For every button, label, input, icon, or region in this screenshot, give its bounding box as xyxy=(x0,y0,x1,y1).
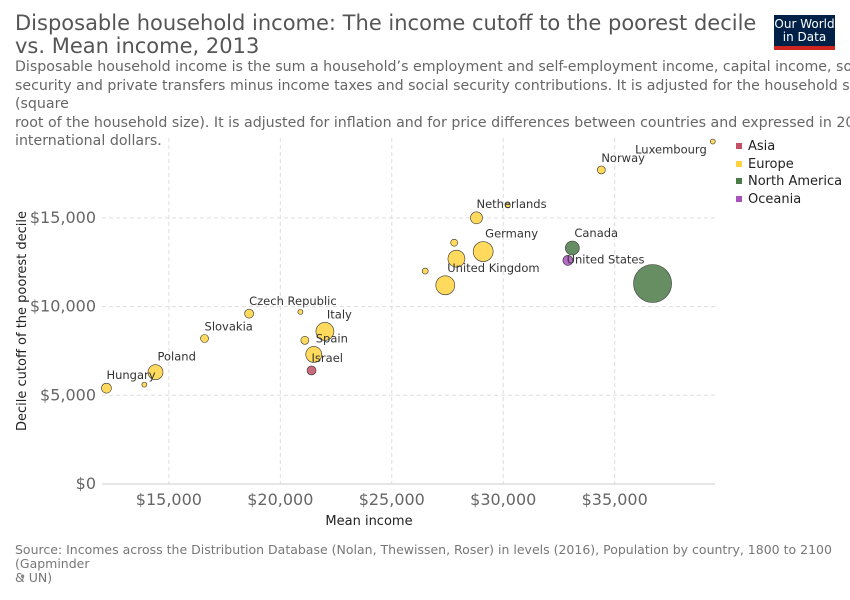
legend: Asia Europe North America Oceania xyxy=(736,138,842,208)
data-point[interactable] xyxy=(709,138,716,145)
source-note: Source: Incomes across the Distribution … xyxy=(15,542,832,585)
y-tick-label: $10,000 xyxy=(30,297,96,316)
data-point[interactable] xyxy=(300,335,310,345)
grid-lines xyxy=(102,138,715,485)
point-label: Slovakia xyxy=(205,320,253,334)
x-tick-label: $15,000 xyxy=(136,490,202,509)
legend-label: Oceania xyxy=(748,191,802,207)
logo-line-2: in Data xyxy=(782,30,827,44)
data-point[interactable] xyxy=(244,308,254,319)
data-point[interactable] xyxy=(315,322,335,341)
legend-label: Europe xyxy=(748,156,794,172)
data-points xyxy=(101,138,716,394)
point-label: United Kingdom xyxy=(447,261,539,275)
data-point[interactable] xyxy=(597,165,606,175)
legend-swatch xyxy=(736,160,742,167)
legend-item[interactable]: North America xyxy=(736,173,842,191)
data-point[interactable] xyxy=(421,267,429,275)
logo-line-1: Our World xyxy=(774,17,835,31)
legend-item[interactable]: Europe xyxy=(736,156,842,174)
data-point[interactable] xyxy=(504,202,511,209)
axes: $15,000 $20,000 $25,000 $30,000 $35,000 $0 $5,… xyxy=(30,208,715,509)
data-point[interactable] xyxy=(470,211,483,225)
y-tick-label: $0 xyxy=(76,474,96,493)
data-point[interactable] xyxy=(435,275,456,296)
point-label: Spain xyxy=(316,331,348,345)
point-label: United States xyxy=(567,252,645,266)
y-tick-label: $5,000 xyxy=(40,385,96,404)
footer-bullet: • xyxy=(19,570,27,584)
chart-subtitle: Disposable household income is the sum a… xyxy=(15,59,850,149)
legend-swatch xyxy=(736,178,742,184)
data-point[interactable] xyxy=(306,365,317,376)
legend-swatch xyxy=(736,143,742,149)
owid-logo[interactable]: Our World in Data xyxy=(774,15,835,50)
point-label: Czech Republic xyxy=(249,294,337,308)
data-point[interactable] xyxy=(101,382,112,394)
point-label: Hungary xyxy=(106,368,155,382)
data-point[interactable] xyxy=(141,381,148,388)
y-tick-label: $15,000 xyxy=(30,208,96,227)
legend-item[interactable]: Asia xyxy=(736,138,842,156)
data-point[interactable] xyxy=(633,264,672,303)
legend-label: North America xyxy=(748,174,843,189)
x-tick-label: $20,000 xyxy=(247,490,313,509)
y-axis-title: Decile cutoff of the poorest decile xyxy=(15,211,30,431)
point-label: Netherlands xyxy=(476,197,546,211)
point-label: Poland xyxy=(157,350,195,364)
data-point[interactable] xyxy=(147,364,164,381)
point-label: Canada xyxy=(574,226,618,240)
point-label: Norway xyxy=(601,151,645,165)
x-axis-title: Mean income xyxy=(325,514,412,529)
legend-swatch xyxy=(736,195,742,202)
point-label: Italy xyxy=(327,307,352,321)
data-point[interactable] xyxy=(305,346,323,363)
data-point[interactable] xyxy=(472,241,494,262)
chart-title: Disposable household income: The income … xyxy=(15,11,757,58)
point-label: Germany xyxy=(485,227,538,241)
data-point[interactable] xyxy=(565,240,580,256)
x-tick-label: $30,000 xyxy=(470,490,536,509)
data-point[interactable] xyxy=(447,249,466,268)
data-point[interactable] xyxy=(450,238,458,247)
data-point[interactable] xyxy=(200,334,209,343)
x-tick-label: $25,000 xyxy=(359,490,425,509)
data-point[interactable] xyxy=(297,309,304,315)
point-label: Israel xyxy=(312,351,343,365)
x-tick-label: $35,000 xyxy=(582,490,648,509)
data-point[interactable] xyxy=(562,255,574,266)
legend-item[interactable]: Oceania xyxy=(736,191,842,209)
legend-label: Asia xyxy=(748,139,776,154)
point-label: Luxembourg xyxy=(635,143,707,157)
